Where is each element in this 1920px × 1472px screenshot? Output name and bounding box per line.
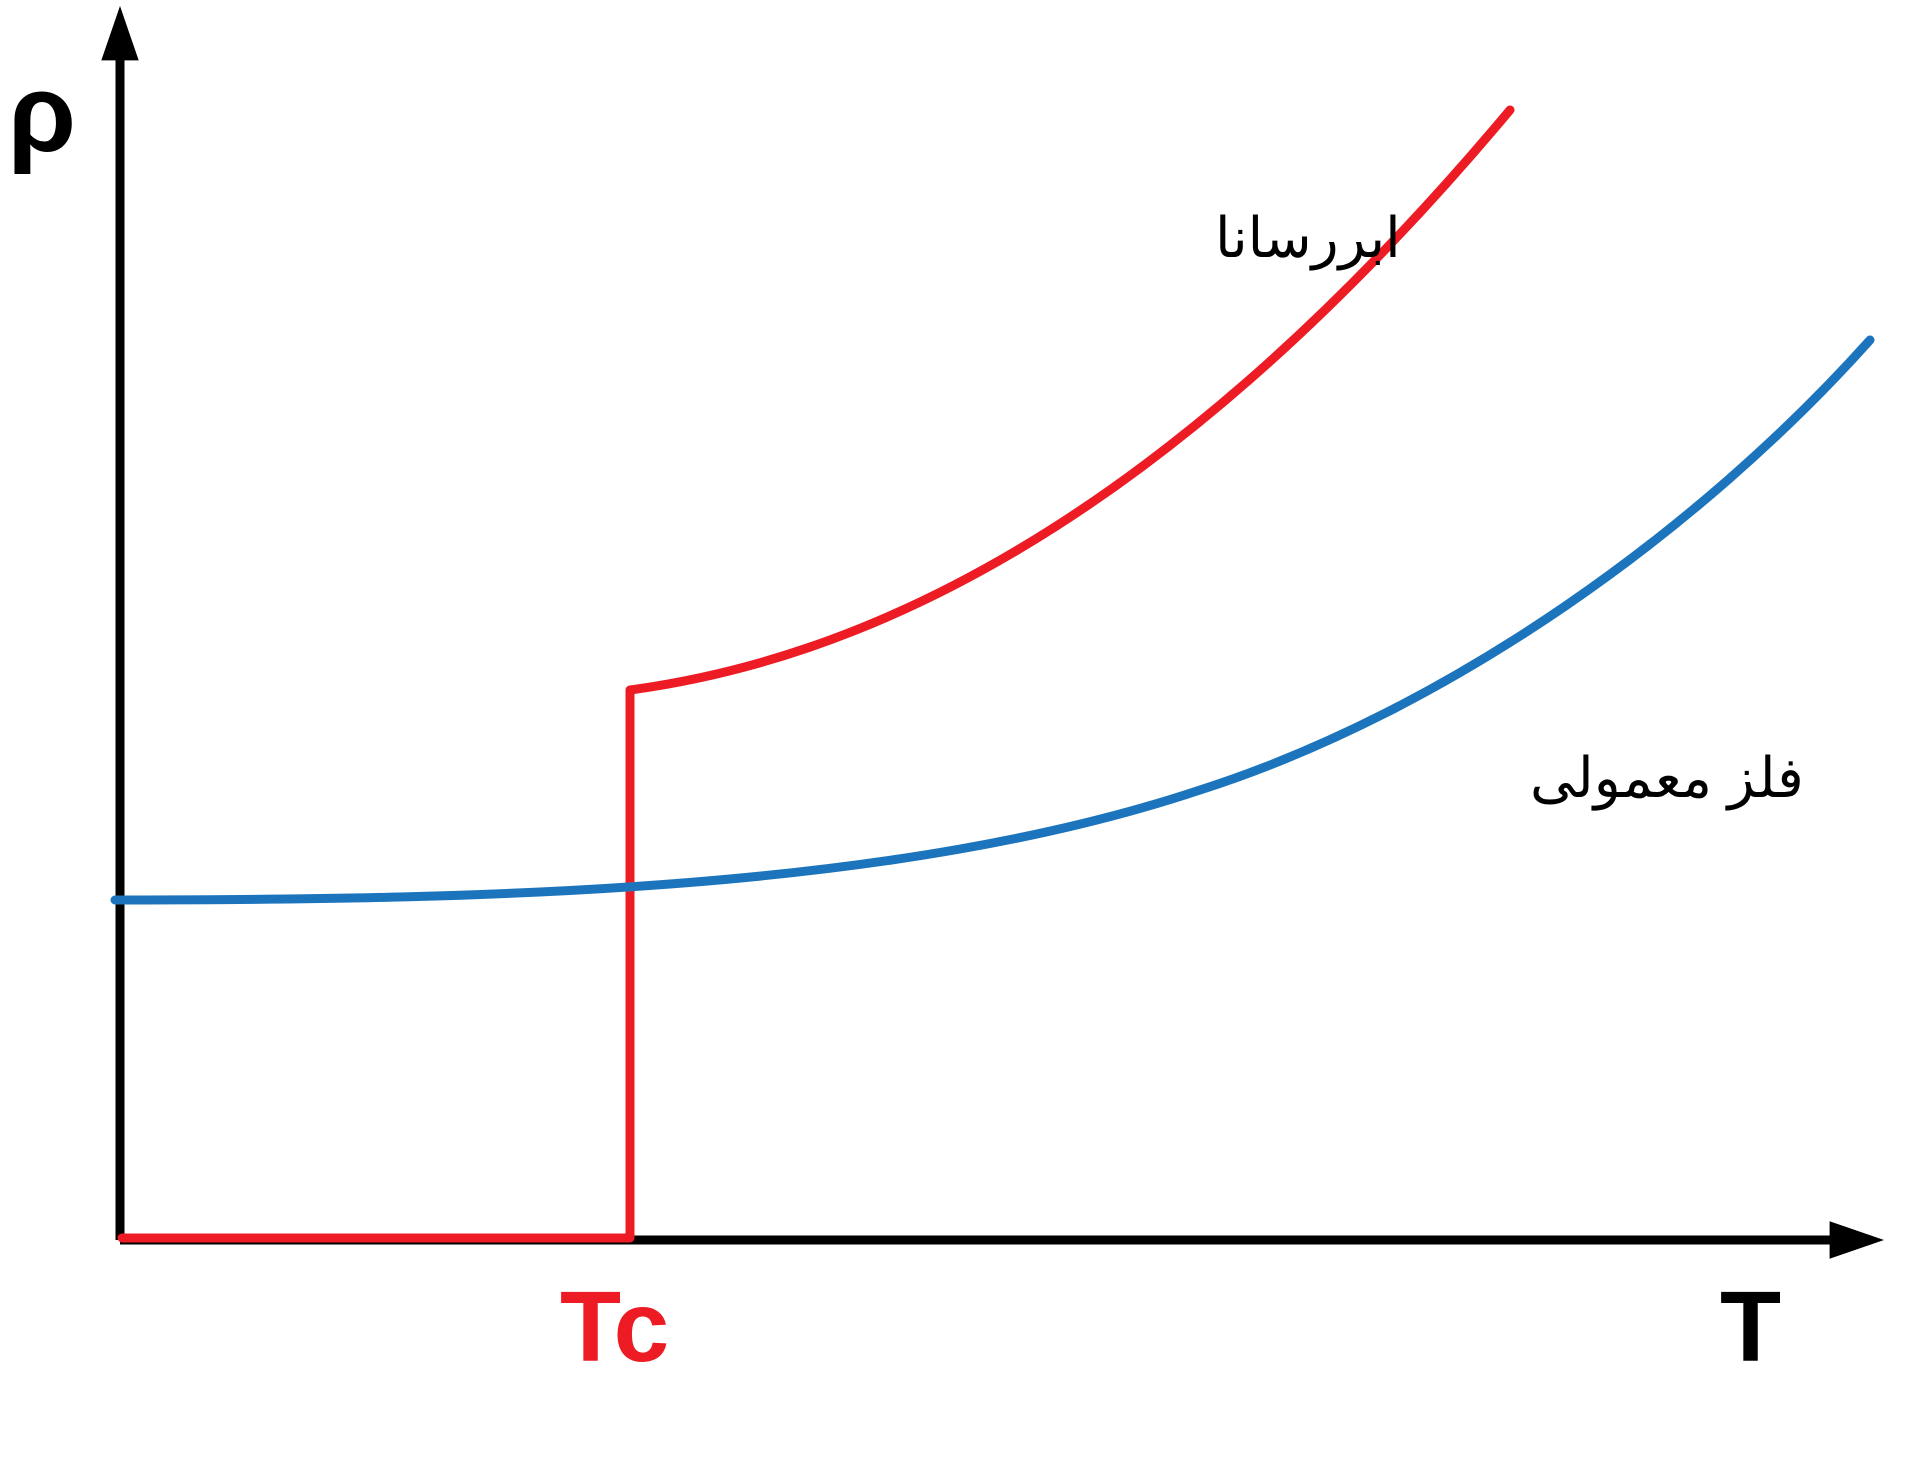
y-axis-arrow (101, 6, 138, 60)
superconductor-curve (122, 110, 1510, 1238)
resistivity-temperature-chart: ρ T Tc ابررسانا فلز معمولی (0, 0, 1920, 1472)
x-axis-arrow (1830, 1221, 1884, 1258)
x-axis-label: T (1720, 1270, 1781, 1385)
normal-metal-curve (115, 340, 1870, 900)
tc-tick-label: Tc (560, 1270, 669, 1385)
superconductor-label: ابررسانا (1215, 205, 1401, 271)
normal-metal-label: فلز معمولی (1530, 745, 1804, 811)
y-axis-label: ρ (8, 50, 76, 177)
chart-svg (0, 0, 1920, 1472)
